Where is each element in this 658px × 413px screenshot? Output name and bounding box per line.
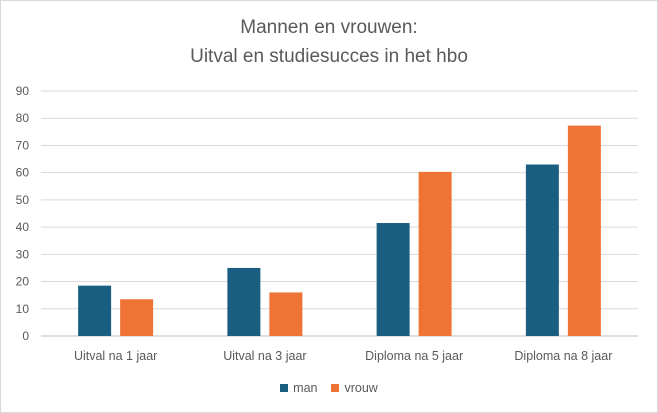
legend-item-vrouw: vrouw	[331, 381, 378, 395]
y-tick-label: 30	[16, 247, 30, 261]
y-tick-label: 50	[16, 193, 30, 207]
y-tick-label: 20	[16, 275, 30, 289]
y-tick-label: 70	[16, 138, 30, 152]
x-tick-label: Uitval na 3 jaar	[223, 349, 306, 363]
chart-title-line-2: Uitval en studiesucces in het hbo	[190, 46, 468, 67]
bar-man-1	[78, 285, 112, 336]
bar-man-4	[525, 164, 559, 336]
chart-title-line-1: Mannen en vrouwen:	[240, 17, 418, 38]
legend: man vrouw	[1, 381, 657, 395]
bar-vrouw-1	[120, 299, 154, 336]
y-tick-label: 0	[22, 329, 29, 343]
y-tick-label: 10	[16, 302, 30, 316]
legend-label-man: man	[293, 381, 318, 395]
bar-vrouw-4	[567, 125, 601, 336]
bar-man-2	[227, 267, 261, 336]
bar-vrouw-2	[269, 292, 303, 336]
legend-swatch-man	[280, 384, 289, 392]
legend-item-man: man	[280, 381, 317, 395]
y-tick-label: 90	[16, 84, 30, 98]
y-tick-label: 40	[16, 220, 30, 234]
legend-label-vrouw: vrouw	[344, 381, 378, 395]
bar-vrouw-3	[418, 171, 452, 336]
x-tick-label: Diploma na 8 jaar	[514, 349, 612, 363]
x-tick-label: Uitval na 1 jaar	[74, 349, 157, 363]
x-tick-label: Diploma na 5 jaar	[365, 349, 463, 363]
y-tick-label: 80	[16, 111, 30, 125]
y-tick-label: 60	[16, 166, 30, 180]
chart-title: Mannen en vrouwen: Uitval en studiesucce…	[1, 13, 657, 71]
legend-swatch-vrouw	[331, 384, 340, 392]
bar-man-3	[376, 223, 410, 336]
